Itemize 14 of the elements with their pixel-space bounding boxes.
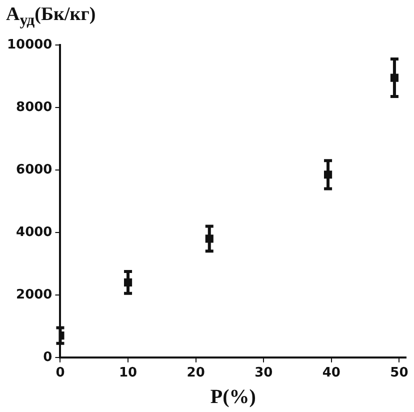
y-tick-label: 8000 bbox=[16, 100, 52, 115]
x-tick-label: 10 bbox=[118, 366, 138, 381]
x-tick-label: 20 bbox=[186, 366, 205, 381]
y-tick-label: 6000 bbox=[16, 162, 52, 178]
x-tick-label: 40 bbox=[322, 366, 340, 381]
y-tick-label: 4000 bbox=[16, 224, 52, 240]
y-tick-label: 10000 bbox=[6, 37, 52, 52]
x-tick-label: 30 bbox=[254, 366, 273, 381]
x-tick-label: 50 bbox=[390, 366, 408, 381]
y-tick-label: 2000 bbox=[16, 287, 52, 302]
y-axis-title: A$_{уд}$(Бк/кг) bbox=[6, 4, 96, 30]
y-tick-label: 0 bbox=[43, 350, 52, 365]
x-tick-label: 0 bbox=[56, 366, 65, 381]
x-axis-title: P(%) bbox=[210, 386, 256, 408]
